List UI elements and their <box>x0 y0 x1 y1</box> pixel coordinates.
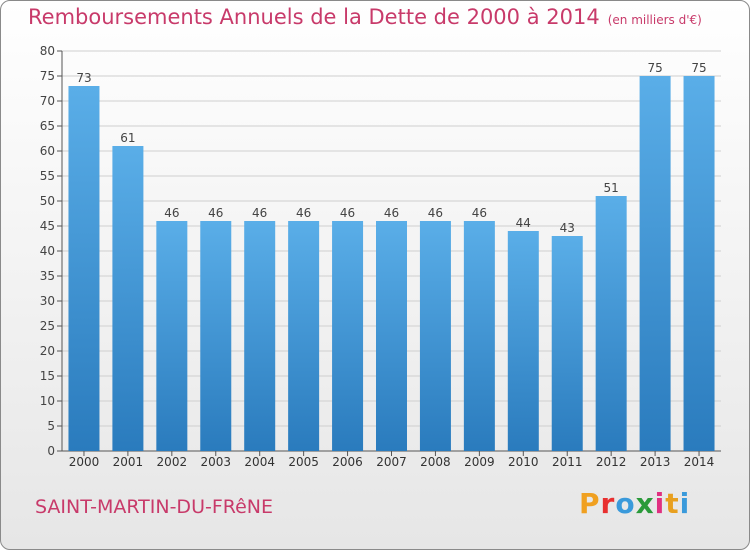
data-label: 46 <box>472 206 487 220</box>
data-label: 51 <box>604 181 619 195</box>
x-tick-label: 2000 <box>69 455 100 469</box>
y-tick-label: 30 <box>40 294 55 308</box>
bar <box>639 76 671 451</box>
logo-letter: P <box>579 487 601 520</box>
x-tick-label: 2009 <box>464 455 495 469</box>
data-label: 75 <box>647 61 662 75</box>
data-label: 46 <box>428 206 443 220</box>
bar <box>595 196 627 451</box>
y-tick-label: 55 <box>40 169 55 183</box>
y-tick-label: 35 <box>40 269 55 283</box>
logo-letter: x <box>635 487 655 520</box>
bar <box>463 221 495 451</box>
bar <box>200 221 232 451</box>
y-tick-label: 5 <box>47 419 55 433</box>
y-tick-label: 25 <box>40 319 55 333</box>
bar <box>112 146 144 451</box>
data-label: 73 <box>76 71 91 85</box>
bar <box>68 86 100 451</box>
chart-title: Remboursements Annuels de la Dette de 20… <box>28 5 702 29</box>
x-tick-label: 2012 <box>596 455 627 469</box>
y-tick-label: 65 <box>40 119 55 133</box>
data-label: 75 <box>691 61 706 75</box>
data-label: 61 <box>120 131 135 145</box>
y-tick-label: 80 <box>40 44 55 58</box>
x-tick-label: 2014 <box>684 455 715 469</box>
bar <box>244 221 276 451</box>
x-tick-label: 2004 <box>244 455 275 469</box>
x-tick-label: 2003 <box>200 455 231 469</box>
y-tick-label: 50 <box>40 194 55 208</box>
y-tick-label: 10 <box>40 394 55 408</box>
x-tick-label: 2010 <box>508 455 539 469</box>
data-label: 44 <box>516 216 531 230</box>
x-tick-label: 2007 <box>376 455 407 469</box>
logo-letter: o <box>615 487 636 520</box>
y-tick-label: 70 <box>40 94 55 108</box>
x-tick-label: 2013 <box>640 455 671 469</box>
bar <box>332 221 364 451</box>
x-tick-label: 2006 <box>332 455 363 469</box>
data-label: 46 <box>340 206 355 220</box>
y-tick-label: 60 <box>40 144 55 158</box>
x-tick-label: 2011 <box>552 455 583 469</box>
bar <box>288 221 320 451</box>
data-label: 46 <box>208 206 223 220</box>
data-label: 46 <box>296 206 311 220</box>
x-tick-label: 2002 <box>157 455 188 469</box>
logo-letter: i <box>679 487 691 520</box>
y-tick-label: 20 <box>40 344 55 358</box>
chart-unit: (en milliers d'€) <box>607 13 702 27</box>
data-label: 43 <box>560 221 575 235</box>
bar <box>156 221 188 451</box>
x-tick-label: 2005 <box>288 455 319 469</box>
logo-letter: t <box>665 487 680 520</box>
data-label: 46 <box>164 206 179 220</box>
y-tick-label: 15 <box>40 369 55 383</box>
bar <box>683 76 715 451</box>
data-label: 46 <box>252 206 267 220</box>
x-tick-label: 2008 <box>420 455 451 469</box>
bar <box>551 236 583 451</box>
x-tick-label: 2001 <box>113 455 144 469</box>
bar <box>507 231 539 451</box>
y-tick-label: 45 <box>40 219 55 233</box>
bar <box>376 221 407 451</box>
bar <box>419 221 451 451</box>
proxiti-logo: Proxiti <box>579 487 690 520</box>
logo-letter: r <box>600 487 616 520</box>
y-tick-label: 40 <box>40 244 55 258</box>
commune-name: SAINT-MARTIN-DU-FRêNE <box>35 496 274 518</box>
data-label: 46 <box>384 206 399 220</box>
y-tick-label: 0 <box>47 444 55 458</box>
logo-letter: i <box>654 487 666 520</box>
chart-title-text: Remboursements Annuels de la Dette de 20… <box>28 5 600 29</box>
y-tick-label: 75 <box>40 69 55 83</box>
